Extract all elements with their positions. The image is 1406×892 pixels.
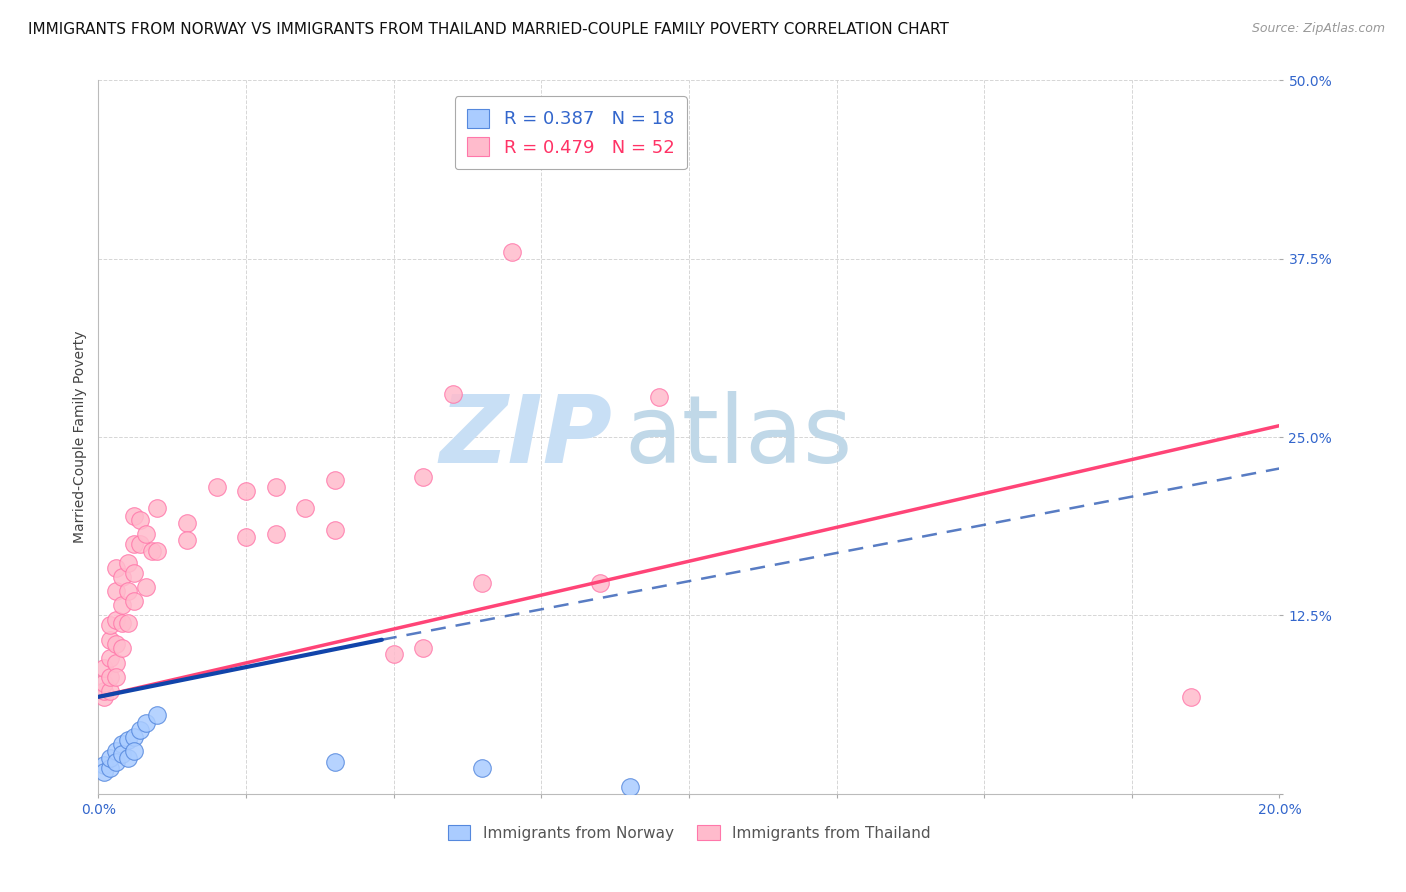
Point <box>117 584 139 599</box>
Point <box>135 580 157 594</box>
Point <box>117 615 139 630</box>
Point <box>122 730 145 744</box>
Point <box>105 756 128 770</box>
Point <box>105 584 128 599</box>
Point <box>93 758 115 772</box>
Point <box>122 594 145 608</box>
Point <box>471 575 494 590</box>
Point <box>93 661 115 675</box>
Text: Source: ZipAtlas.com: Source: ZipAtlas.com <box>1251 22 1385 36</box>
Point <box>135 715 157 730</box>
Point <box>264 527 287 541</box>
Point <box>501 244 523 259</box>
Point <box>146 708 169 723</box>
Point <box>105 561 128 575</box>
Y-axis label: Married-Couple Family Poverty: Married-Couple Family Poverty <box>73 331 87 543</box>
Point <box>93 684 115 698</box>
Point <box>98 632 121 647</box>
Point <box>111 615 134 630</box>
Point <box>105 613 128 627</box>
Point <box>111 641 134 656</box>
Point <box>471 761 494 775</box>
Point <box>111 747 134 761</box>
Point <box>205 480 228 494</box>
Point <box>111 737 134 751</box>
Point <box>105 670 128 684</box>
Point <box>323 473 346 487</box>
Point <box>105 637 128 651</box>
Point <box>264 480 287 494</box>
Point <box>117 556 139 570</box>
Point <box>98 670 121 684</box>
Point <box>98 651 121 665</box>
Point <box>235 484 257 499</box>
Point <box>98 751 121 765</box>
Point <box>323 756 346 770</box>
Point <box>122 744 145 758</box>
Point <box>117 751 139 765</box>
Legend: Immigrants from Norway, Immigrants from Thailand: Immigrants from Norway, Immigrants from … <box>441 819 936 847</box>
Point <box>323 523 346 537</box>
Point <box>128 537 150 551</box>
Point <box>294 501 316 516</box>
Point <box>98 684 121 698</box>
Point <box>141 544 163 558</box>
Point <box>111 599 134 613</box>
Point <box>93 675 115 690</box>
Text: IMMIGRANTS FROM NORWAY VS IMMIGRANTS FROM THAILAND MARRIED-COUPLE FAMILY POVERTY: IMMIGRANTS FROM NORWAY VS IMMIGRANTS FRO… <box>28 22 949 37</box>
Point <box>441 387 464 401</box>
Point <box>382 647 405 661</box>
Point <box>93 765 115 780</box>
Point <box>146 544 169 558</box>
Point <box>122 508 145 523</box>
Point <box>146 501 169 516</box>
Text: ZIP: ZIP <box>439 391 612 483</box>
Point <box>122 537 145 551</box>
Point <box>98 761 121 775</box>
Point <box>648 390 671 404</box>
Point <box>135 527 157 541</box>
Point <box>176 533 198 547</box>
Point <box>122 566 145 580</box>
Point <box>93 690 115 704</box>
Point <box>111 570 134 584</box>
Point <box>128 723 150 737</box>
Point <box>176 516 198 530</box>
Text: atlas: atlas <box>624 391 852 483</box>
Point <box>105 744 128 758</box>
Point <box>128 513 150 527</box>
Point <box>117 732 139 747</box>
Point <box>589 575 612 590</box>
Point <box>98 618 121 632</box>
Point <box>235 530 257 544</box>
Point <box>412 470 434 484</box>
Point <box>105 656 128 670</box>
Point <box>412 641 434 656</box>
Point <box>1180 690 1202 704</box>
Point <box>619 780 641 794</box>
